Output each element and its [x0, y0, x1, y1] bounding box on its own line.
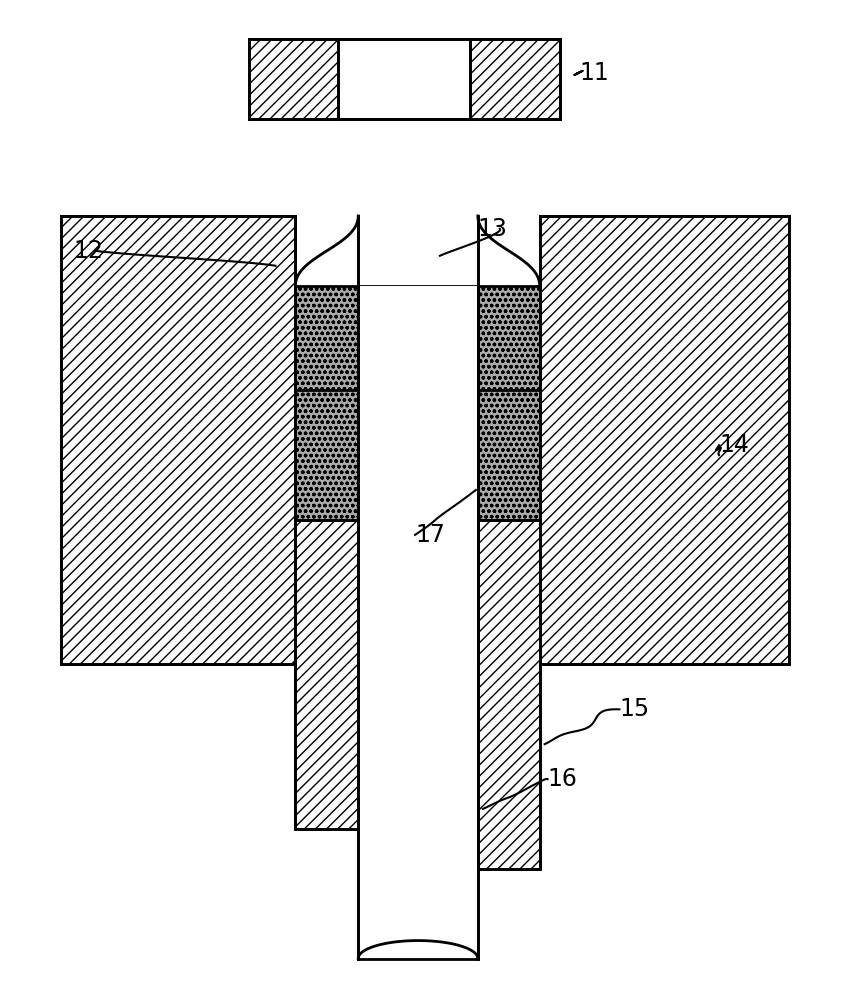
Text: 17: 17	[415, 523, 445, 547]
Text: 13: 13	[478, 217, 508, 241]
Text: 12: 12	[73, 239, 103, 263]
Polygon shape	[478, 286, 539, 520]
Polygon shape	[61, 216, 295, 664]
Text: 11: 11	[580, 61, 609, 85]
Polygon shape	[358, 286, 478, 959]
Polygon shape	[295, 286, 358, 390]
Polygon shape	[539, 216, 789, 664]
Text: 15: 15	[620, 697, 650, 721]
Polygon shape	[248, 39, 560, 119]
Text: 16: 16	[548, 767, 578, 791]
Polygon shape	[248, 39, 338, 119]
Polygon shape	[478, 390, 539, 869]
Polygon shape	[358, 286, 478, 664]
Polygon shape	[478, 286, 539, 390]
Polygon shape	[358, 286, 478, 664]
Text: 14: 14	[719, 433, 749, 457]
Polygon shape	[295, 390, 358, 829]
Polygon shape	[295, 286, 358, 520]
Polygon shape	[470, 39, 560, 119]
